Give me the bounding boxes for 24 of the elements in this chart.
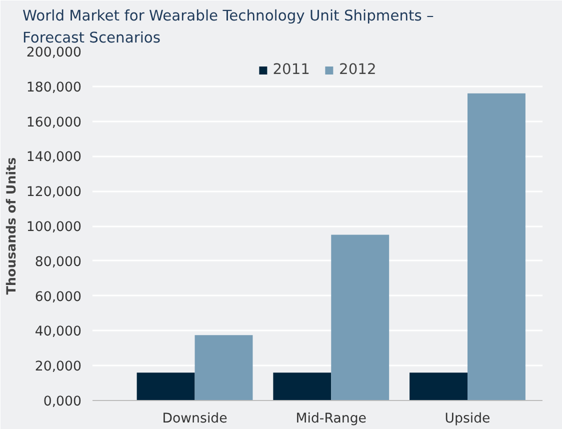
y-tick-label: 200,000 [26,46,82,60]
y-axis-title: Thousands of Units [3,157,18,295]
legend-label: 2011 [272,61,310,78]
bar [194,335,253,400]
y-tick-label: 180,000 [26,80,82,96]
y-tick-label: 20,000 [34,360,82,375]
y-tick-label: 160,000 [26,115,82,130]
chart-title: World Market for Wearable Technology Unit Shipments – Forecast Scenarios [22,7,434,46]
bar [136,372,195,400]
y-tick-label: 40,000 [34,324,82,340]
y-tick-label: 60,000 [34,290,82,305]
y-tick-label: 120,000 [26,185,82,200]
y-tick-label: 0,000 [43,394,82,410]
bar [273,372,332,400]
x-tick-label: Mid-Range [296,412,366,426]
x-tick-label: Downside [162,412,228,426]
bar [468,93,526,400]
y-tick-label: 100,000 [26,220,82,235]
y-tick-label: 80,000 [34,254,82,270]
bar [331,234,390,400]
x-tick-label: Upside [444,412,490,426]
legend-label: 2012 [339,61,376,78]
y-tick-label: 140,000 [26,150,82,166]
bar [410,372,468,400]
